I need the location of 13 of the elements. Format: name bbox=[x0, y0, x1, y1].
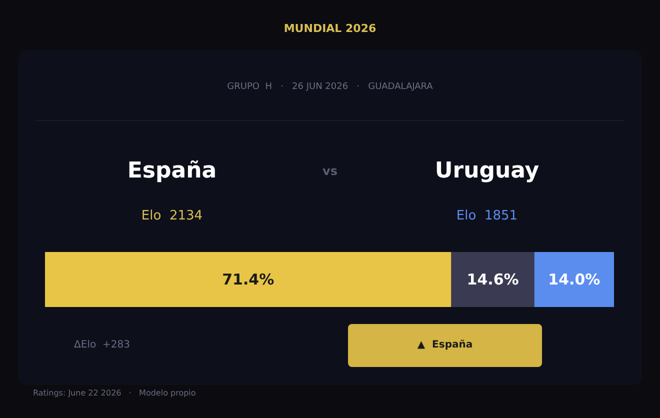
text: Uruguay bbox=[434, 158, 540, 184]
chart-title: MUNDIAL 2026 bbox=[282, 22, 378, 35]
text: vs bbox=[322, 164, 338, 178]
text: ΔElo +283 bbox=[74, 340, 130, 350]
text: Elo 1851 bbox=[456, 208, 518, 224]
data-label: 71.4% bbox=[222, 270, 274, 288]
chart-subtitle: GRUPO H · 26 JUN 2026 · GUADALAJARA bbox=[226, 82, 434, 92]
data-label: 14.6% bbox=[466, 270, 519, 288]
text: ▲ España bbox=[417, 340, 473, 350]
data-label: 14.0% bbox=[548, 270, 600, 288]
text: Elo 2134 bbox=[141, 208, 203, 224]
text: España bbox=[127, 158, 217, 184]
text: Ratings: June 22 2026 · Modelo propio bbox=[33, 388, 196, 398]
